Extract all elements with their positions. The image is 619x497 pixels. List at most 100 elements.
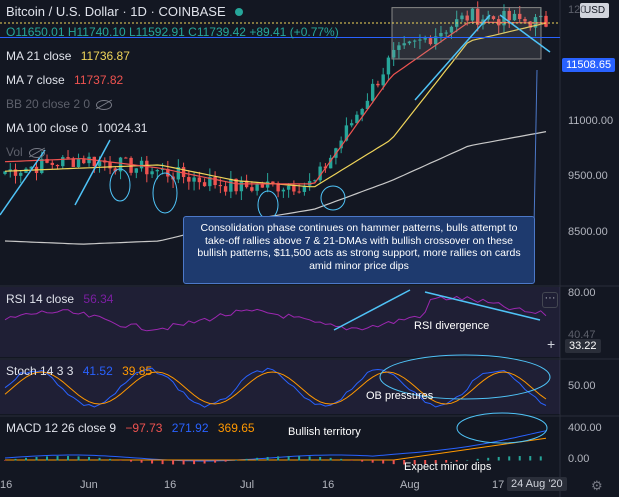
- candle-body: [339, 140, 343, 149]
- candle-body: [160, 169, 165, 171]
- candle-body: [460, 15, 464, 20]
- macd-histogram-bar: [77, 456, 80, 461]
- ob-circle: [379, 354, 551, 400]
- macd-signal-line: [5, 437, 547, 461]
- candle-body: [376, 83, 380, 86]
- candle-body: [155, 170, 160, 172]
- analysis-callout: Consolidation phase continues on hammer …: [183, 216, 535, 284]
- stoch-d-value: 39.85: [122, 364, 153, 378]
- macd-histogram-bar: [235, 459, 238, 461]
- candle-body: [402, 43, 406, 46]
- candle-body: [523, 19, 527, 22]
- legend-ma7[interactable]: MA 7 close 11737.82: [6, 73, 124, 87]
- candle-body: [365, 100, 370, 109]
- macd-histogram-bar: [298, 456, 301, 461]
- macd-histogram-bar: [413, 460, 416, 465]
- macd-histogram-bar: [434, 460, 437, 464]
- candle-body: [118, 157, 123, 172]
- macd-line: [4, 430, 547, 462]
- rsi-divergence-note: RSI divergence: [414, 320, 490, 332]
- macd-histogram-bar: [119, 460, 122, 461]
- candle-body: [29, 166, 33, 169]
- candle-body: [328, 157, 333, 169]
- macd-tick-400: 400.00: [568, 422, 602, 434]
- price-tick-0: 11000.00: [568, 115, 614, 127]
- rsi-legend[interactable]: RSI 14 close 56.34: [6, 292, 114, 306]
- market-status-icon: [235, 8, 244, 16]
- stoch-legend[interactable]: Stoch 14 3 3 41.52 39.85: [6, 364, 153, 378]
- more-options-icon[interactable]: ···: [542, 292, 558, 308]
- macd-histogram-bar: [497, 456, 500, 461]
- macd-legend[interactable]: MACD 12 26 close 9 −97.73 271.92 369.65: [6, 421, 255, 435]
- candle-body: [71, 158, 75, 167]
- macd-histogram-bar: [319, 456, 322, 461]
- macd-circle: [456, 412, 548, 444]
- candle-body: [40, 158, 44, 173]
- candle-body: [139, 160, 144, 169]
- x-tick-3: Jul: [240, 479, 255, 491]
- ob-pressure-note: OB pressures: [366, 390, 434, 402]
- candle-body: [397, 45, 401, 50]
- hidden-eye-icon[interactable]: [96, 99, 113, 110]
- macd-histogram-bar: [539, 456, 542, 461]
- ohlc-readout: O11650.01 H11740.10 L11592.91 C11739.42 …: [6, 25, 339, 39]
- candle-body: [82, 159, 86, 164]
- legend-ma21[interactable]: MA 21 close 11736.87: [6, 49, 130, 63]
- macd-histogram-bar: [130, 460, 133, 462]
- candle-body: [423, 38, 427, 40]
- stoch-d-line: [4, 371, 547, 405]
- hammer-circle: [320, 185, 346, 211]
- candle-body: [218, 185, 223, 187]
- indicator-panes-group: [0, 285, 619, 465]
- macd-histogram-bar: [508, 456, 511, 461]
- legend-vol[interactable]: Vol: [6, 145, 45, 159]
- candle-body: [528, 21, 532, 28]
- legend-bb[interactable]: BB 20 close 2 0: [6, 97, 113, 111]
- candle-body: [8, 169, 12, 172]
- current-date-tag: 24 Aug '20: [507, 477, 567, 491]
- rsi-line: [4, 295, 547, 332]
- macd-histogram-bar: [382, 460, 385, 464]
- rsi-value: 56.34: [83, 292, 114, 306]
- exchange-label: COINBASE: [158, 4, 226, 19]
- macd-histogram-bar: [98, 457, 101, 461]
- interval-label: 1D: [130, 4, 147, 19]
- candle-body: [349, 123, 354, 126]
- candle-body: [234, 178, 238, 192]
- candle-body: [449, 26, 454, 33]
- trend-arrow: [414, 14, 491, 101]
- crosshair-plus-icon[interactable]: +: [547, 336, 556, 352]
- candle-body: [313, 180, 317, 182]
- pane-band: [0, 287, 560, 357]
- candle-body: [192, 177, 196, 182]
- candle-body: [391, 49, 396, 58]
- macd-histogram-bar: [466, 459, 469, 461]
- candle-body: [507, 10, 511, 21]
- macd-histogram-bar: [445, 460, 448, 463]
- candle-body: [302, 185, 307, 192]
- candle-body: [412, 40, 417, 42]
- candle-body: [55, 164, 60, 167]
- settings-gear-icon[interactable]: ⚙: [591, 478, 603, 493]
- candle-body: [439, 33, 443, 37]
- candle-body: [386, 57, 391, 75]
- crosshair-value-tag: 33.22: [565, 339, 601, 353]
- callout-pointer: [533, 69, 538, 229]
- macd-histogram-bar: [14, 458, 17, 461]
- candle-body: [202, 182, 207, 187]
- currency-badge[interactable]: USD: [580, 3, 610, 18]
- candle-body: [433, 36, 438, 45]
- candle-body: [265, 181, 270, 188]
- hidden-eye-icon[interactable]: [28, 147, 45, 158]
- x-tick-5: Aug: [400, 479, 420, 491]
- legend-ma100[interactable]: MA 100 close 0 10024.31: [6, 121, 148, 135]
- candle-body: [134, 168, 139, 173]
- stoch-k-line: [4, 367, 547, 408]
- macd-histogram-bar: [329, 457, 332, 461]
- symbol-name: Bitcoin / U.S. Dollar: [6, 4, 119, 19]
- macd-signal-value: 369.65: [217, 421, 255, 435]
- rsi-tick-80: 80.00: [568, 287, 596, 299]
- candle-body: [208, 177, 212, 187]
- candle-body: [255, 184, 259, 191]
